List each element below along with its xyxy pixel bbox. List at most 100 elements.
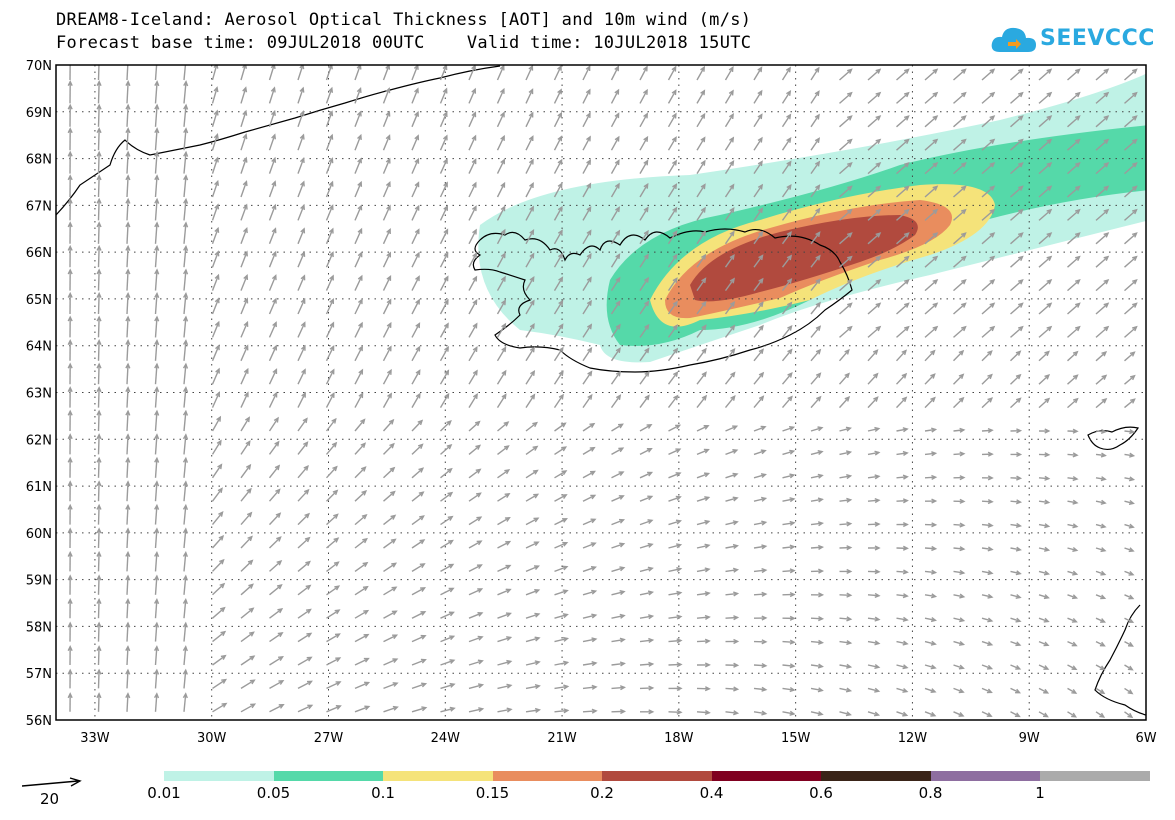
wind-arrow: [125, 268, 131, 291]
wind-arrow: [325, 157, 334, 174]
wind-arrow: [1038, 711, 1049, 718]
wind-arrow: [354, 251, 363, 268]
wind-arrow: [411, 515, 425, 526]
wind-arrow: [553, 323, 564, 338]
wind-arrow: [981, 451, 994, 457]
wind-arrow: [639, 182, 649, 198]
wind-arrow: [411, 587, 427, 596]
wind-arrow: [240, 655, 256, 666]
wind-arrow: [781, 324, 793, 338]
wind-arrow: [1010, 475, 1023, 481]
wind-arrow: [1010, 68, 1024, 81]
wind-arrow: [1010, 570, 1022, 576]
wind-arrow: [839, 521, 853, 527]
wind-arrow: [781, 371, 793, 385]
wind-arrow: [182, 339, 189, 361]
wind-arrow: [1124, 255, 1138, 268]
wind-arrow: [440, 515, 454, 526]
wind-arrow: [810, 372, 822, 385]
wind-arrow: [1010, 451, 1023, 458]
wind-arrow: [953, 664, 965, 670]
wind-arrow: [125, 668, 131, 689]
wind-arrow: [468, 468, 482, 479]
wind-arrow: [497, 564, 512, 573]
wind-arrow: [810, 663, 824, 669]
wind-reference-arrow-icon: [22, 777, 82, 787]
wind-arrow: [582, 637, 598, 643]
wind-arrow: [1038, 161, 1053, 175]
wind-arrow: [639, 159, 649, 174]
wind-arrow: [154, 268, 160, 291]
wind-arrow: [211, 109, 219, 128]
wind-arrow: [154, 480, 160, 502]
wind-arrow: [497, 421, 510, 432]
wind-arrow: [354, 466, 367, 479]
wind-arrow: [326, 537, 340, 549]
wind-arrow: [696, 591, 711, 597]
wind-arrow: [240, 203, 248, 221]
wind-arrow: [839, 68, 853, 81]
wind-arrow: [1010, 161, 1024, 175]
wind-arrow: [1095, 208, 1110, 221]
wind-arrow: [468, 492, 482, 502]
wind-arrow: [554, 660, 570, 666]
wind-arrow: [154, 244, 160, 268]
wind-arrow: [411, 228, 420, 245]
wind-arrow: [696, 183, 706, 198]
wind-arrow: [753, 254, 764, 268]
wind-arrow: [182, 409, 189, 432]
wind-arrow: [810, 426, 824, 432]
wind-arrow: [554, 565, 569, 573]
wind-arrow: [1124, 429, 1136, 435]
wind-arrow: [67, 433, 73, 455]
wind-arrow: [96, 668, 102, 689]
wind-arrow: [268, 274, 277, 291]
wind-arrow: [496, 134, 505, 151]
wind-arrow: [240, 320, 249, 338]
wind-arrow: [211, 297, 220, 315]
wind-arrow: [383, 682, 399, 690]
wind-arrow: [382, 345, 392, 362]
wind-arrow: [183, 127, 189, 151]
wind-arrow: [1038, 594, 1050, 600]
wind-arrow: [981, 232, 996, 245]
lat-label: 70N: [26, 59, 52, 74]
wind-arrow: [67, 645, 73, 666]
wind-arrow: [125, 409, 131, 432]
wind-arrow: [297, 133, 305, 151]
wind-arrow: [810, 278, 821, 292]
wind-arrow: [981, 350, 993, 362]
wind-arrow: [1067, 594, 1079, 600]
wind-arrow: [1010, 428, 1023, 434]
wind-arrow: [839, 138, 853, 151]
wind-arrow: [867, 91, 882, 104]
wind-arrow: [667, 183, 678, 198]
wind-arrow: [297, 180, 305, 198]
wind-arrow: [896, 640, 909, 646]
wind-arrow: [639, 637, 655, 644]
wind-arrow: [582, 88, 591, 104]
wind-arrow: [610, 135, 620, 151]
wind-arrow: [96, 339, 102, 361]
wind-arrow: [639, 590, 655, 596]
map-frame: [55, 64, 1147, 721]
wind-arrow: [953, 475, 966, 481]
wind-arrow: [810, 207, 821, 221]
wind-arrow: [781, 395, 793, 409]
wind-arrow: [696, 686, 711, 692]
wind-arrow: [240, 440, 251, 455]
wind-arrow: [383, 466, 396, 479]
wind-arrow: [1067, 185, 1081, 198]
wind-arrow: [724, 277, 735, 292]
wind-arrow: [953, 185, 967, 198]
wind-arrow: [582, 470, 596, 479]
wind-arrow: [1067, 687, 1078, 694]
wind-arrow: [1095, 711, 1106, 718]
wind-arrow: [525, 205, 534, 221]
wind-arrow: [354, 392, 364, 408]
wind-arrow: [696, 709, 711, 716]
wind-arrow: [810, 231, 821, 245]
wind-arrow: [182, 645, 188, 666]
wind-arrow: [125, 80, 131, 104]
wind-arrow: [183, 221, 189, 244]
